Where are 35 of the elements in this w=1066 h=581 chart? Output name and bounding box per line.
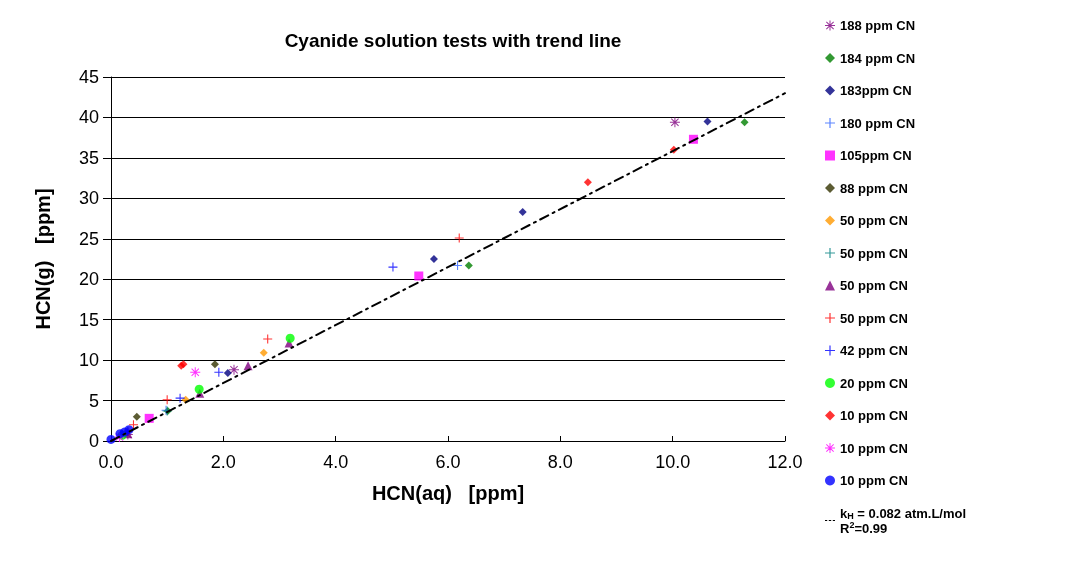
x-tick-label: 0.0: [98, 452, 124, 472]
y-tick-label: 25: [78, 228, 99, 249]
y-tick-label: 10: [78, 350, 99, 371]
y-tick-label: 0: [88, 431, 99, 451]
legend-label: 50 ppm CN: [840, 245, 908, 261]
chart-title: Cyanide solution tests with trend line: [284, 30, 622, 51]
y-tick-label: 30: [78, 188, 99, 209]
legend-label: 42 ppm CN: [840, 343, 908, 358]
legend-label: 10 ppm CN: [840, 408, 908, 423]
x-axis-title: HCN(aq) [ppm]: [371, 482, 525, 504]
y-tick-label: 45: [78, 67, 99, 87]
legend-label: 183ppm CN: [840, 83, 912, 98]
y-tick-label: 5: [88, 390, 99, 411]
legend-label: 10 ppm CN: [840, 440, 908, 456]
y-tick-label: 35: [78, 147, 99, 168]
y-axis-title: HCN(g) [ppm]: [32, 188, 54, 330]
legend-label: 188 ppm CN: [840, 18, 916, 33]
y-tick-label: 20: [78, 269, 99, 290]
legend-label: 50 ppm CN: [840, 310, 908, 326]
legend-label: 50 ppm CN: [840, 213, 908, 228]
legend-label: 20 ppm CN: [840, 375, 908, 391]
legend-label: 105ppm CN: [840, 148, 912, 163]
legend-label: 180 ppm CN: [840, 115, 916, 131]
y-tick-label: 15: [78, 309, 99, 330]
y-tick-label: 40: [78, 107, 99, 128]
legend-label: 50 ppm CN: [840, 278, 908, 293]
x-tick-label: 4.0: [323, 452, 349, 472]
x-tick-label: 8.0: [547, 452, 573, 472]
x-tick-label: 10.0: [655, 452, 691, 472]
legend-label: 88 ppm CN: [840, 180, 908, 196]
x-tick-label: 2.0: [210, 452, 236, 472]
x-tick-label: 12.0: [767, 452, 803, 472]
legend-label: 184 ppm CN: [840, 50, 916, 66]
legend-label: 10 ppm CN: [840, 473, 908, 488]
x-tick-label: 6.0: [435, 452, 461, 472]
